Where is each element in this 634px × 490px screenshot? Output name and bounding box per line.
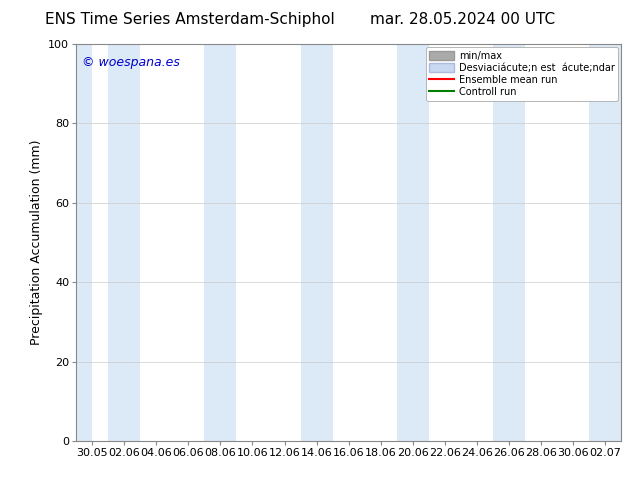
Bar (397, 44, 429, 441)
Bar (493, 44, 525, 441)
Text: ENS Time Series Amsterdam-Schiphol: ENS Time Series Amsterdam-Schiphol (45, 12, 335, 27)
Bar (301, 44, 333, 441)
Bar (589, 44, 621, 441)
Bar (108, 44, 140, 441)
Bar (76, 44, 92, 441)
Text: © woespana.es: © woespana.es (82, 56, 179, 69)
Legend: min/max, Desviaciácute;n est  ácute;ndar, Ensemble mean run, Controll run: min/max, Desviaciácute;n est ácute;ndar,… (425, 47, 618, 100)
Text: mar. 28.05.2024 00 UTC: mar. 28.05.2024 00 UTC (370, 12, 555, 27)
Y-axis label: Precipitation Accumulation (mm): Precipitation Accumulation (mm) (30, 140, 42, 345)
Bar (204, 44, 236, 441)
Bar (605, 44, 621, 441)
